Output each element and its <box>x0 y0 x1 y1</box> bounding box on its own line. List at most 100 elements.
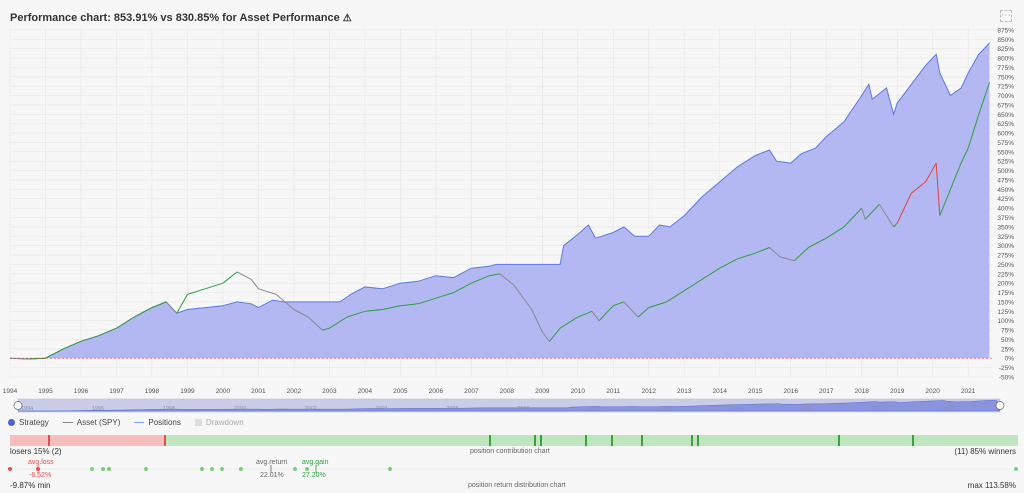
warning-icon: ⚠ <box>342 13 352 24</box>
navigator-tick-label: 2008 <box>517 406 529 412</box>
drawdown-legend-icon <box>194 419 202 426</box>
distribution-dot <box>239 467 243 471</box>
asset-segment <box>258 288 277 295</box>
positions-legend-icon <box>134 422 145 423</box>
legend-drawdown[interactable]: Drawdown <box>194 418 244 427</box>
asset-segment <box>176 294 188 314</box>
distribution-dot <box>388 467 392 471</box>
navigator-right-handle[interactable] <box>995 401 1005 410</box>
asset-segment <box>935 163 941 216</box>
x-tick-label: 1997 <box>109 388 124 395</box>
avg-gain-label: avg.gain <box>302 459 329 466</box>
asset-segment <box>499 273 515 286</box>
asset-segment <box>843 207 863 228</box>
asset-segment <box>205 282 224 290</box>
y-tick-label: 650% <box>997 112 1014 119</box>
y-tick-label: 300% <box>997 243 1014 250</box>
y-tick-label: 350% <box>997 224 1014 231</box>
x-tick-label: 2008 <box>500 388 515 395</box>
navigator-tick-label: 2018 <box>872 406 884 412</box>
asset-segment <box>489 273 500 277</box>
export-menu-icon[interactable]: ⋯ <box>1000 10 1012 22</box>
avg-return-label: avg.return <box>256 459 288 466</box>
x-tick-label: 2007 <box>464 388 479 395</box>
y-tick-label: 250% <box>997 262 1014 269</box>
y-tick-label: 200% <box>997 281 1014 288</box>
asset-segment <box>151 301 167 309</box>
y-tick-label: -25% <box>999 365 1014 372</box>
asset-segment <box>666 290 685 303</box>
asset-segment <box>531 309 543 333</box>
navigator-tick-label: 1994 <box>21 406 33 412</box>
asset-segment <box>864 204 880 220</box>
distribution-dot <box>200 467 204 471</box>
asset-segment <box>559 316 579 329</box>
y-tick-label: -50% <box>999 375 1014 382</box>
asset-segment <box>80 335 99 342</box>
winner-marker <box>489 435 491 446</box>
distribution-dot <box>90 467 94 471</box>
navigator[interactable]: 1994 1996 1998 2000 2002 2004 2006 2008 2010 2012… <box>13 398 1005 413</box>
x-axis-ticks: 1994 1995 1996 1997 1998 1999 2000 2001 2002 2003… <box>3 388 976 395</box>
asset-segment <box>648 301 667 309</box>
loser-marker <box>164 435 166 446</box>
asset-segment <box>45 348 64 359</box>
asset-segment <box>471 275 490 284</box>
asset-segment <box>896 192 912 224</box>
x-tick-label: 2015 <box>748 388 763 395</box>
avg-gain-value: 27.20% <box>302 472 326 479</box>
asset-segment <box>967 114 980 149</box>
asset-segment <box>825 226 845 239</box>
legend-positions[interactable]: Positions <box>134 418 181 427</box>
y-tick-label: 875% <box>997 27 1014 34</box>
navigator-left-handle[interactable] <box>13 401 23 410</box>
asset-segment <box>549 327 561 342</box>
x-tick-label: 1994 <box>3 388 18 395</box>
y-tick-label: 325% <box>997 234 1014 241</box>
x-tick-label: 2006 <box>429 388 444 395</box>
x-tick-label: 2009 <box>535 388 550 395</box>
asset-segment <box>960 147 969 164</box>
winner-marker <box>540 435 542 446</box>
asset-segment <box>293 309 309 318</box>
y-tick-label: 125% <box>997 309 1014 316</box>
x-tick-label: 2016 <box>783 388 798 395</box>
y-tick-label: 400% <box>997 206 1014 213</box>
asset-segment <box>779 256 795 262</box>
distribution-chart <box>8 465 1018 473</box>
y-tick-label: 0% <box>1005 356 1015 363</box>
asset-segment <box>893 222 898 228</box>
legend-strategy[interactable]: Strategy <box>8 418 49 427</box>
strategy-area <box>9 42 990 360</box>
avg-return-value: 22.01% <box>260 472 284 479</box>
x-tick-label: 2019 <box>890 388 905 395</box>
winner-marker <box>912 435 914 446</box>
legend-asset[interactable]: Asset (SPY) <box>62 418 120 427</box>
asset-segment <box>911 181 926 194</box>
navigator-tick-label: 2014 <box>730 406 742 412</box>
asset-segment <box>591 310 600 322</box>
asset-segment <box>755 247 770 254</box>
asset-segment <box>417 297 436 305</box>
y-tick-label: 750% <box>997 74 1014 81</box>
asset-segment <box>133 307 153 318</box>
distribution-dot <box>210 467 214 471</box>
distribution-dot <box>101 467 105 471</box>
winner-marker <box>641 435 643 446</box>
navigator-series <box>18 399 1001 412</box>
asset-segment <box>187 288 206 295</box>
x-tick-label: 2018 <box>854 388 869 395</box>
navigator-tick-label: 2016 <box>801 406 813 412</box>
winner-marker <box>585 435 587 446</box>
distribution-max: max 113.58% <box>967 481 1016 490</box>
asset-segment <box>637 307 650 318</box>
x-tick-label: 2013 <box>677 388 692 395</box>
asset-segment <box>400 303 419 307</box>
x-tick-label: 2021 <box>961 388 976 395</box>
y-tick-label: 50% <box>1001 337 1014 344</box>
asset-segment <box>435 292 454 299</box>
winners-label: (11) 85% winners <box>954 447 1016 456</box>
x-tick-label: 1996 <box>74 388 89 395</box>
strategy-legend-icon <box>8 419 15 426</box>
winner-marker <box>838 435 840 446</box>
